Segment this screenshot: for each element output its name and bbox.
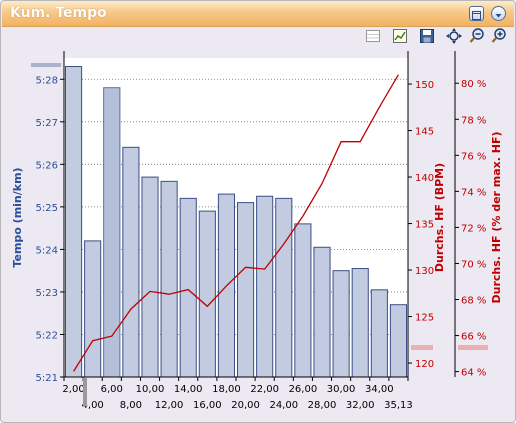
tempo-bar	[160, 180, 178, 378]
y3-tick-label: 76 %	[461, 151, 486, 162]
grid-icon	[366, 30, 380, 42]
panel-titlebar: Kum. Tempo	[2, 2, 514, 27]
x-tick-label: 4,00	[82, 400, 104, 411]
save-icon	[420, 29, 434, 43]
y2-tick-label: 150	[415, 80, 434, 91]
window-icon	[472, 11, 481, 20]
heart-rate-line	[73, 74, 399, 372]
zoom-out-icon	[469, 28, 484, 43]
y-tick-label: 5:26	[36, 160, 58, 171]
grid-toggle-button[interactable]	[364, 27, 382, 45]
tempo-bar	[332, 270, 350, 378]
y2-tick-label: 135	[415, 220, 434, 231]
fit-view-button[interactable]	[445, 27, 463, 45]
x-tick-label: 26,00	[289, 384, 318, 395]
y3-tick-label: 78 %	[461, 115, 486, 126]
maximize-button[interactable]	[469, 6, 484, 21]
x-tick-label: 30,00	[327, 384, 356, 395]
y2-range-handle	[411, 345, 433, 350]
tempo-bar	[84, 240, 102, 378]
y3-tick-label: 64 %	[461, 368, 486, 379]
y2-tick-label: 125	[415, 313, 434, 324]
tempo-bar	[122, 146, 140, 378]
y2-tick-label: 120	[415, 359, 434, 370]
y-tick-label: 5:21	[36, 373, 58, 384]
tempo-bar	[294, 223, 312, 378]
x-tick-label: 18,00	[212, 384, 241, 395]
y2-tick-label: 140	[415, 173, 434, 184]
tempo-bar	[179, 197, 197, 378]
save-button[interactable]	[418, 27, 436, 45]
chevron-down-icon	[495, 14, 502, 18]
x-tick-label: 35,13	[384, 400, 413, 411]
zoom-in-button[interactable]	[490, 27, 508, 45]
chart-svg: 5:21 5:22 5:23 5:24 5:25 5:26 5:27 5:28 Tempo (m…	[11, 51, 503, 411]
y3-tick-label: 66 %	[461, 332, 486, 343]
tempo-bar	[65, 66, 83, 378]
y-range-handle	[31, 63, 61, 67]
tempo-bar	[198, 210, 216, 378]
y-tick-label: 5:23	[36, 288, 58, 299]
chart-settings-button[interactable]	[391, 27, 409, 45]
x-tick-label: 34,00	[365, 384, 394, 395]
tempo-bar	[389, 304, 407, 378]
y3-tick-label: 80 %	[461, 79, 486, 90]
x-range-handle	[83, 378, 87, 406]
chart-settings-icon	[393, 29, 407, 43]
y-tick-label: 5:22	[36, 330, 58, 341]
plot-background	[64, 58, 408, 377]
x-tick-label: 8,00	[120, 400, 142, 411]
tempo-bar	[141, 176, 159, 378]
x-tick-label: 28,00	[308, 400, 337, 411]
y2-tick-label: 130	[415, 266, 434, 277]
y2-axis-title: Durchs. HF (BPM)	[433, 163, 446, 272]
x-tick-label: 22,00	[250, 384, 279, 395]
fit-icon	[446, 28, 462, 44]
zoom-in-icon	[491, 28, 506, 43]
y3-tick-label: 72 %	[461, 223, 486, 234]
chart-area[interactable]: 5:21 5:22 5:23 5:24 5:25 5:26 5:27 5:28 Tempo (m…	[7, 49, 509, 413]
y-tick-label: 5:24	[36, 245, 58, 256]
x-tick-label: 6,00	[101, 384, 123, 395]
x-tick-label: 20,00	[231, 400, 260, 411]
y-tick-label: 5:28	[36, 75, 58, 86]
tempo-bar	[351, 268, 369, 378]
tempo-bar	[313, 246, 331, 378]
x-tick-label: 16,00	[193, 400, 222, 411]
zoom-out-button[interactable]	[468, 27, 486, 45]
y3-range-handle	[458, 345, 488, 350]
x-tick-label: 24,00	[269, 400, 298, 411]
y3-tick-label: 74 %	[461, 187, 486, 198]
x-tick-label: 12,00	[155, 400, 184, 411]
y-tick-label: 5:25	[36, 203, 58, 214]
tempo-bar	[370, 289, 388, 378]
x-tick-label: 14,00	[174, 384, 203, 395]
y3-tick-label: 68 %	[461, 296, 486, 307]
tempo-bar	[237, 202, 255, 378]
collapse-button[interactable]	[491, 6, 506, 21]
x-tick-label: 10,00	[136, 384, 165, 395]
y3-axis-title: Durchs. HF (% der max. HF)	[490, 131, 503, 303]
y-tick-label: 5:27	[36, 118, 58, 129]
y-axis-title: Tempo (min/km)	[11, 167, 24, 267]
x-tick-label: 2,00	[62, 384, 84, 395]
x-tick-label: 32,00	[346, 400, 375, 411]
y2-tick-label: 145	[415, 127, 434, 138]
bar-hover-highlight	[103, 87, 120, 378]
tempo-bar	[275, 197, 293, 378]
tempo-bar	[256, 195, 274, 378]
panel-title: Kum. Tempo	[10, 5, 107, 21]
y3-tick-label: 70 %	[461, 259, 486, 270]
